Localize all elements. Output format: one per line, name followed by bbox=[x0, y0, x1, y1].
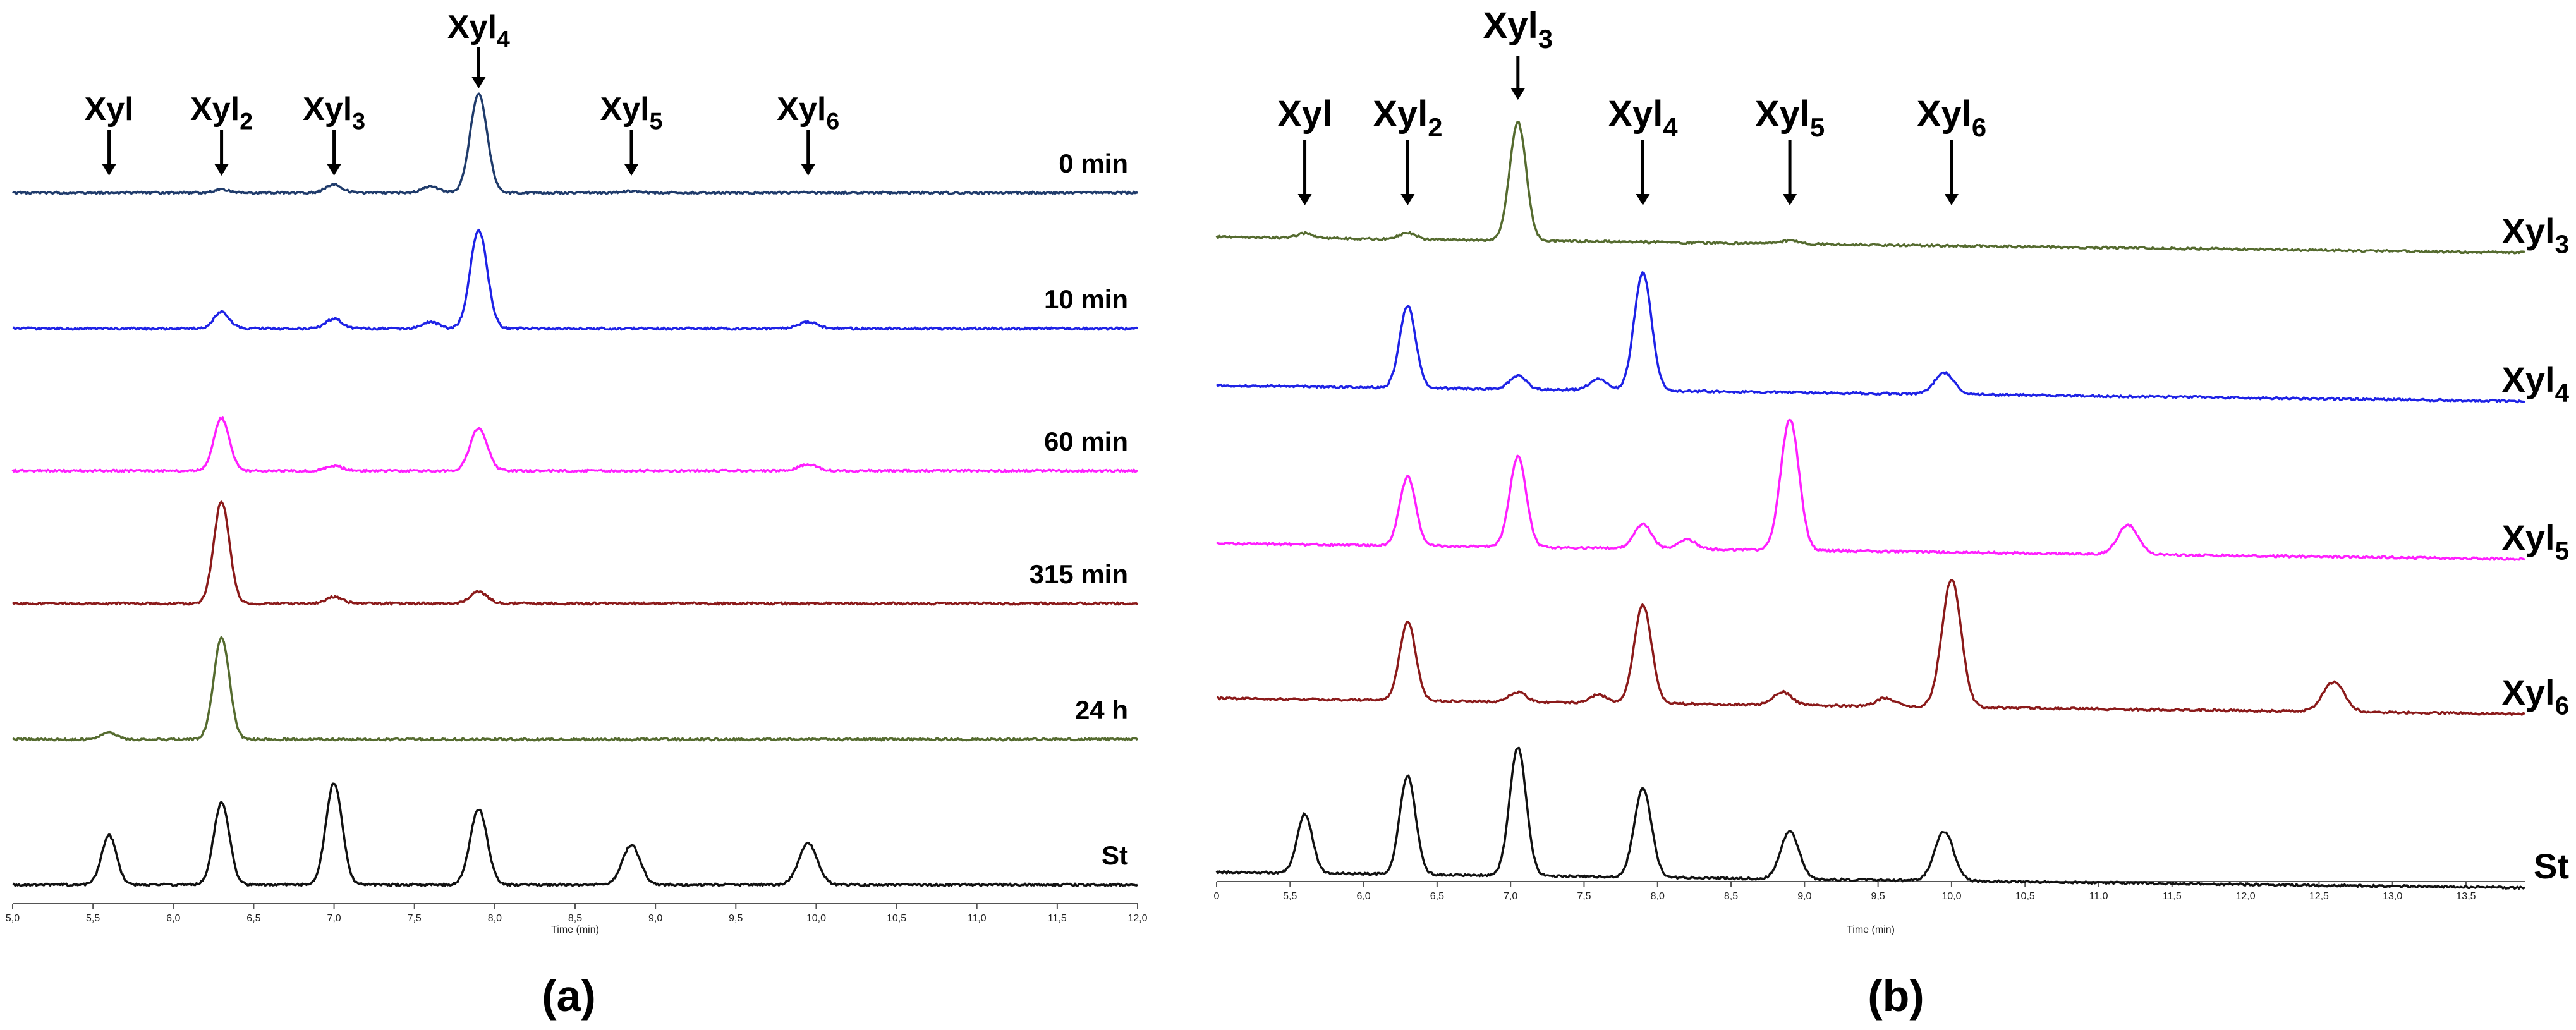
x-tick-label: 9,0 bbox=[648, 913, 662, 924]
series-label: 10 min bbox=[1044, 284, 1128, 314]
x-tick-label: 12,5 bbox=[2309, 891, 2329, 902]
peak-arrowhead-icon bbox=[1636, 194, 1650, 205]
series-trace-xyl3 bbox=[1215, 121, 2525, 255]
peak-arrowhead-icon bbox=[471, 77, 486, 88]
series-label: 24 h bbox=[1075, 695, 1128, 725]
x-tick-label: 6,5 bbox=[1430, 891, 1444, 902]
peak-marker-label: Xyl bbox=[85, 91, 134, 128]
x-tick-label: 9,0 bbox=[1797, 891, 1811, 902]
series-trace-10-min bbox=[12, 228, 1138, 331]
x-tick-label: 8,0 bbox=[1651, 891, 1665, 902]
series-trace-st bbox=[1215, 746, 2526, 890]
x-tick-label: 6,0 bbox=[1356, 891, 1370, 902]
x-tick-label: 6,0 bbox=[166, 913, 180, 924]
x-tick-label: 10,5 bbox=[2015, 891, 2035, 902]
peak-arrowhead-icon bbox=[1510, 88, 1525, 100]
x-tick-label: 5,0 bbox=[6, 913, 20, 924]
series-trace-xyl5 bbox=[1216, 418, 2525, 561]
series-trace-60-min bbox=[11, 416, 1139, 473]
series-trace-xyl4 bbox=[1215, 271, 2525, 404]
series-label: St bbox=[2534, 846, 2569, 886]
peak-arrowhead-icon bbox=[1944, 194, 1959, 205]
panel-label: (a) bbox=[542, 971, 596, 1021]
peak-marker-label: Xyl3 bbox=[303, 91, 365, 135]
peak-arrowhead-icon bbox=[1783, 194, 1797, 205]
peak-marker-label: Xyl6 bbox=[1917, 94, 1986, 142]
x-axis-label: Time (min) bbox=[1847, 924, 1895, 935]
peak-marker-label: Xyl2 bbox=[1373, 94, 1442, 142]
peak-marker-label: Xyl6 bbox=[777, 91, 839, 135]
series-label: Xyl4 bbox=[2502, 360, 2570, 408]
x-tick-label: 7,0 bbox=[1504, 891, 1517, 902]
series-label: 315 min bbox=[1030, 559, 1128, 589]
peak-marker-label: Xyl4 bbox=[1608, 94, 1677, 142]
x-tick-label: 12,0 bbox=[1127, 913, 1147, 924]
x-tick-label: 0 bbox=[1214, 891, 1220, 902]
x-tick-label: 9,5 bbox=[1871, 891, 1885, 902]
series-label: 0 min bbox=[1059, 148, 1128, 178]
x-tick-label: 8,5 bbox=[568, 913, 582, 924]
x-tick-label: 10,5 bbox=[887, 913, 906, 924]
peak-arrowhead-icon bbox=[1297, 194, 1312, 205]
series-trace-xyl6 bbox=[1216, 579, 2525, 717]
peak-marker-label: Xyl5 bbox=[1755, 94, 1825, 142]
x-tick-label: 5,5 bbox=[86, 913, 100, 924]
peak-arrowhead-icon bbox=[327, 164, 341, 176]
series-label: Xyl3 bbox=[2502, 211, 2569, 259]
x-tick-label: 12,0 bbox=[2236, 891, 2256, 902]
peak-arrowhead-icon bbox=[102, 164, 116, 176]
peak-marker-label: Xyl2 bbox=[190, 91, 253, 135]
series-label: St bbox=[1102, 840, 1128, 870]
series-trace-0-min bbox=[12, 92, 1138, 195]
peak-marker-label: Xyl5 bbox=[600, 91, 663, 135]
x-tick-label: 8,0 bbox=[488, 913, 502, 924]
series-trace-315-min bbox=[11, 500, 1139, 606]
x-tick-label: 7,0 bbox=[327, 913, 341, 924]
x-tick-label: 7,5 bbox=[408, 913, 422, 924]
x-tick-label: 7,5 bbox=[1577, 891, 1591, 902]
x-tick-label: 9,5 bbox=[729, 913, 743, 924]
series-label: Xyl5 bbox=[2502, 518, 2569, 566]
peak-marker-label: Xyl3 bbox=[1483, 5, 1553, 54]
peak-arrowhead-icon bbox=[801, 164, 815, 176]
peak-marker-label: Xyl4 bbox=[447, 9, 510, 52]
x-tick-label: 10,0 bbox=[806, 913, 826, 924]
x-tick-label: 6,5 bbox=[246, 913, 260, 924]
panel-label: (b) bbox=[1868, 971, 1924, 1021]
x-tick-label: 10,0 bbox=[1941, 891, 1961, 902]
x-tick-label: 5,5 bbox=[1283, 891, 1297, 902]
peak-arrowhead-icon bbox=[1400, 194, 1415, 205]
series-trace-st bbox=[12, 782, 1138, 887]
peak-marker-label: Xyl bbox=[1277, 94, 1332, 135]
series-label: 60 min bbox=[1044, 427, 1128, 456]
x-tick-label: 11,5 bbox=[2163, 891, 2182, 902]
series-label: Xyl6 bbox=[2502, 672, 2569, 720]
x-tick-label: 11,0 bbox=[2089, 891, 2108, 902]
x-tick-label: 13,0 bbox=[2383, 891, 2402, 902]
x-axis-label: Time (min) bbox=[551, 924, 599, 935]
x-tick-label: 13,5 bbox=[2456, 891, 2476, 902]
x-tick-label: 11,5 bbox=[1048, 913, 1067, 924]
peak-arrowhead-icon bbox=[214, 164, 229, 176]
panel-a-chromatograms: 5,0 5,5 6,0 6,5 7,0 7,5 8,0 8,5 9,0 9,5 10,0 10,5 11… bbox=[6, 9, 1148, 1021]
peak-arrowhead-icon bbox=[624, 164, 638, 176]
panel-b-chromatograms: 0 5,5 6,0 6,5 7,0 7,5 8,0 8,5 9,0 9,5 10,0 10,5 11,0… bbox=[1214, 5, 2570, 1021]
x-tick-label: 8,5 bbox=[1724, 891, 1738, 902]
series-trace-24-h bbox=[12, 636, 1139, 742]
x-tick-label: 11,0 bbox=[968, 913, 987, 924]
